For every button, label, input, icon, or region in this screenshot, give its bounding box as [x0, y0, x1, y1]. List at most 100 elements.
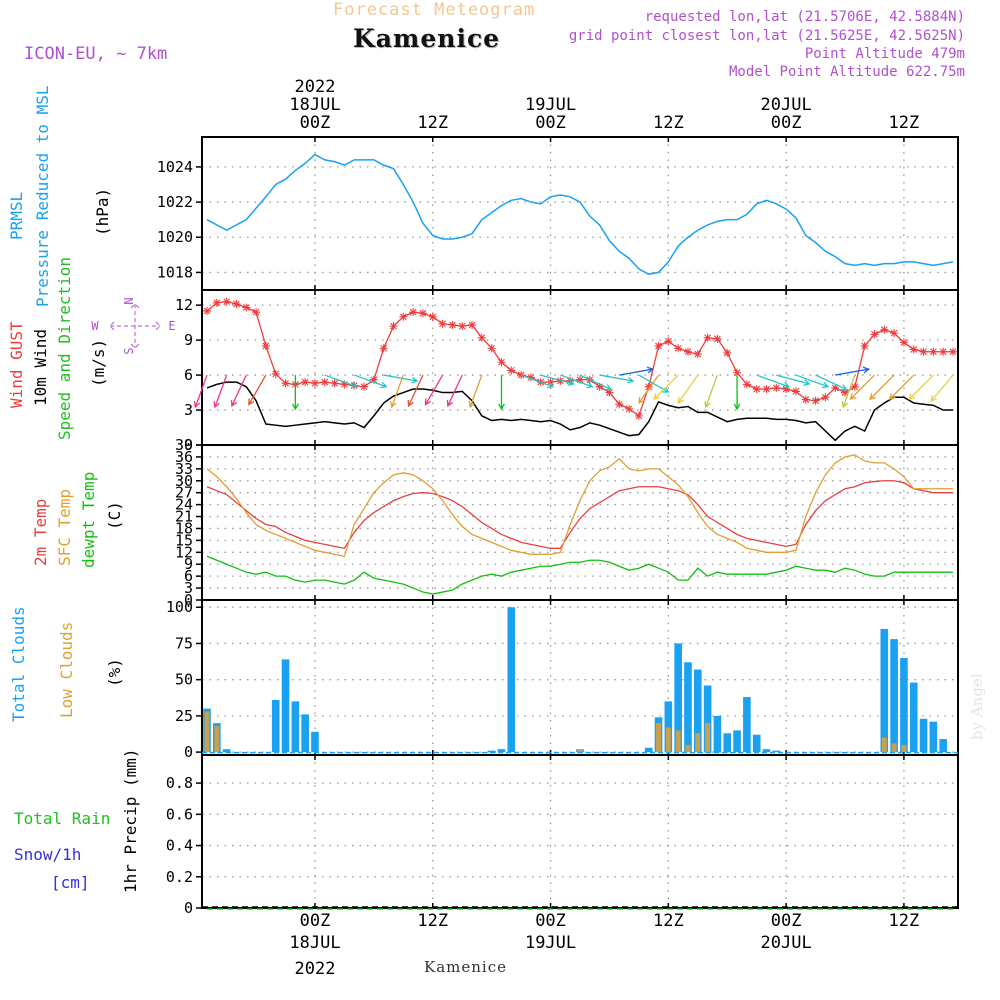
gust-marker: [929, 347, 938, 356]
gust-marker: [203, 306, 211, 315]
gust-marker: [664, 337, 673, 346]
gust-marker: [330, 379, 339, 388]
gust-marker: [261, 341, 270, 350]
wind-direction-arrow: [908, 374, 934, 401]
total-cloud-bar: [222, 749, 231, 753]
wind-direction-arrow: [324, 374, 359, 389]
y-tick-label: 0: [184, 436, 193, 454]
wind-direction-arrow: [677, 374, 699, 405]
y-tick-label: 0: [184, 899, 193, 917]
total-cloud-bar: [674, 643, 682, 753]
gust-marker: [634, 411, 643, 420]
y-tick-label: 100: [166, 598, 193, 616]
wind-direction-arrow: [841, 374, 856, 409]
compass-n: N: [122, 297, 136, 304]
gust-marker: [448, 320, 457, 329]
y-tick-label: 0.8: [166, 774, 193, 792]
pressure-line: [206, 153, 954, 275]
gust-marker: [693, 350, 702, 359]
wind-direction-arrow: [835, 366, 871, 376]
low-cloud-bar: [881, 737, 887, 753]
gust-marker: [399, 312, 408, 321]
wind-direction-arrow: [248, 374, 267, 406]
wind-direction-arrow: [540, 374, 575, 386]
gust-marker: [438, 319, 447, 328]
low-cloud-bar: [577, 749, 583, 753]
compass-s: S: [122, 347, 136, 354]
y-tick-label: 15: [175, 531, 193, 549]
gust-marker: [752, 385, 761, 394]
chart-title: Kamenice: [353, 24, 501, 53]
gust-marker: [791, 387, 800, 396]
model-altitude: Model Point Altitude 622.75m: [728, 64, 965, 80]
gust-marker: [310, 379, 319, 388]
gust-marker: [340, 380, 349, 389]
y-tick-label: 9: [184, 331, 193, 349]
gust-marker: [497, 358, 506, 367]
low-cloud-bar: [695, 733, 701, 753]
y-tick-label: 1022: [157, 193, 193, 211]
gust-marker: [821, 393, 830, 402]
temp-unit: (C): [105, 501, 124, 530]
top-hour-label: 00Z: [771, 113, 802, 133]
panel-precip: 0 0.2 0.4 0.6 0.8 Total Rain Snow/1h [cm] 1hr Pr…: [14, 749, 959, 917]
gust-marker: [841, 388, 850, 397]
top-hour-label: 12Z: [889, 113, 920, 133]
total-cloud-bar: [497, 749, 506, 753]
top-hour-label: 12Z: [417, 113, 448, 133]
wind-direction-arrow: [704, 374, 719, 409]
gust-marker: [625, 404, 634, 413]
low-cloud-bar: [891, 743, 897, 753]
low-cloud-bar: [705, 723, 711, 753]
low-cloud-bar: [665, 727, 671, 753]
gust-line: [206, 300, 953, 417]
gust-marker: [389, 322, 398, 331]
temp-sfc-label: SFC Temp: [55, 489, 74, 566]
top-hour-label: 12Z: [653, 113, 684, 133]
wind-direction-arrow: [446, 374, 463, 408]
y-tick-label: 27: [175, 484, 193, 502]
precip-unit: 1hr Precip (mm): [121, 749, 140, 894]
compass-arrows: [109, 303, 161, 349]
compass-e: E: [168, 319, 175, 333]
wind-direction-arrow: [599, 374, 635, 384]
y-tick-label: 6: [184, 366, 193, 384]
total-cloud-bar: [929, 721, 938, 753]
wind-direction-arrow: [390, 374, 404, 409]
y-tick-label: 18: [175, 519, 193, 537]
bottom-date-label: 19JUL: [525, 933, 576, 953]
requested-coords: requested lon,lat (21.5706E, 42.5884N): [644, 9, 965, 25]
gust-marker: [222, 297, 231, 306]
wind-direction-arrow: [776, 374, 811, 386]
wind-direction-arrow: [795, 374, 830, 389]
low-cloud-bar: [675, 730, 681, 753]
total-cloud-bar: [723, 733, 732, 753]
gust-marker: [850, 382, 859, 391]
wind-direction-arrow: [849, 374, 875, 401]
gust-marker: [831, 383, 840, 392]
wind-unit: (m/s): [89, 339, 108, 387]
gust-marker: [301, 378, 310, 387]
low-clouds-label: Low Clouds: [57, 622, 76, 718]
y-tick-label: 0.6: [166, 805, 193, 823]
wind-direction-arrow: [498, 375, 505, 411]
wind-direction-arrow: [888, 374, 915, 401]
wind-direction-arrow: [193, 374, 208, 409]
total-cloud-bar: [752, 734, 761, 753]
y-tick-label: 33: [175, 460, 193, 478]
wind-direction-arrow: [291, 375, 299, 411]
pressure-unit: (hPa): [93, 188, 112, 236]
y-tick-label: 39: [175, 436, 193, 454]
y-tick-label: 0.2: [166, 868, 193, 886]
total-cloud-bar: [281, 659, 290, 753]
wind-direction-arrow: [468, 374, 483, 409]
total-cloud-bar: [890, 639, 898, 753]
panel-pressure: 1018 1020 1022 1024 PRMSL Pressure Reduced to…: [7, 85, 959, 307]
dewpt-label: dewpt Temp: [79, 472, 98, 568]
low-cloud-bar: [685, 744, 691, 753]
wind-direction-arrow: [520, 374, 555, 389]
gust-marker: [870, 330, 879, 339]
y-tick-label: 0: [184, 591, 193, 609]
bottom-hour-label: 00Z: [300, 911, 331, 931]
gust-marker: [271, 369, 280, 378]
